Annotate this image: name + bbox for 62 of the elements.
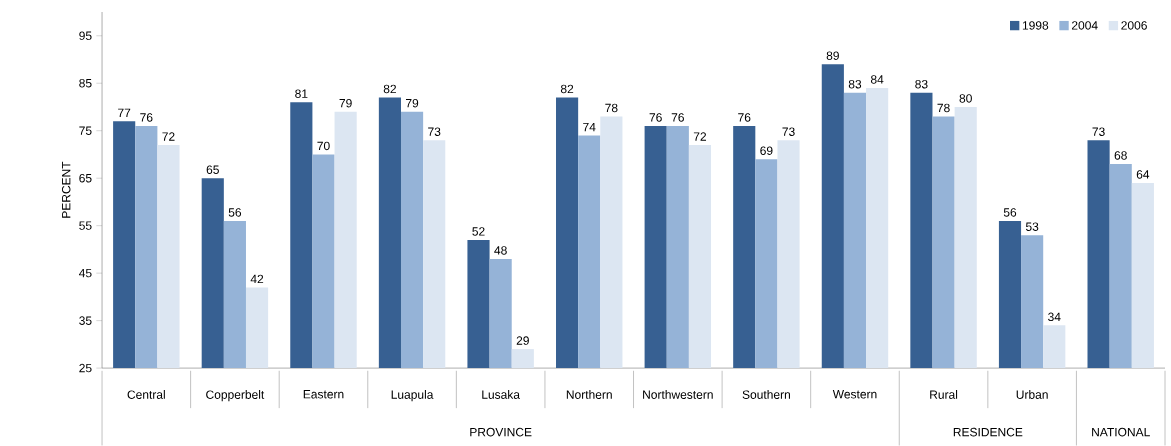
legend-label: 2004 (1071, 21, 1098, 30)
x-tick-label: Northwestern (643, 390, 713, 399)
data-label: 82 (383, 84, 396, 94)
x-tick-label: Urban (1016, 390, 1048, 399)
data-label: 56 (1003, 208, 1017, 217)
y-tick-label: 65 (79, 173, 92, 183)
data-label: 84 (870, 75, 884, 84)
y-tick-label: 75 (79, 126, 92, 135)
data-label: 72 (162, 132, 175, 141)
data-label: 89 (826, 51, 839, 60)
data-label: 76 (649, 113, 662, 122)
x-tick-label: Southern (742, 390, 790, 399)
x-tick-label: Central (127, 390, 165, 399)
y-axis-title: PERCENT (61, 161, 71, 218)
text: RESIDENCE (953, 427, 1023, 437)
data-label: 81 (295, 89, 308, 98)
x-tick-label: Lusaka (482, 390, 520, 399)
x-tick-label: Luapula (391, 390, 434, 402)
y-tick-label: 25 (79, 363, 92, 373)
legend-label: 2006 (1121, 21, 1147, 30)
data-label: 74 (583, 122, 596, 132)
text: PROVINCE (470, 427, 532, 437)
data-label: 73 (782, 127, 795, 136)
x-tick-label: Eastern (303, 390, 344, 399)
data-label: 64 (1136, 170, 1150, 179)
data-label: 83 (915, 79, 928, 89)
x-tick-label: Northern (566, 390, 612, 399)
y-tick-label: 35 (79, 316, 92, 325)
data-label: 53 (1025, 222, 1039, 231)
data-label: 69 (760, 146, 773, 155)
data-label: 83 (848, 79, 862, 89)
data-label: 76 (738, 113, 751, 122)
data-label: 29 (516, 336, 529, 345)
text: NATIONAL (1092, 427, 1150, 437)
x-tick-label: Western (832, 390, 877, 399)
data-label: 76 (140, 113, 153, 122)
data-label: 68 (1114, 151, 1127, 160)
y-tick-label: 45 (78, 268, 92, 278)
data-label: 77 (118, 108, 131, 117)
y-tick-label: 95 (79, 31, 92, 40)
data-label: 78 (937, 103, 950, 113)
data-label: 65 (206, 165, 219, 174)
data-label: 79 (339, 98, 352, 108)
data-label: 73 (428, 127, 441, 136)
data-label: 70 (317, 141, 330, 151)
data-label: 79 (406, 98, 419, 108)
data-label: 78 (605, 103, 618, 113)
data-label: 48 (494, 246, 507, 255)
data-label: 56 (228, 208, 242, 217)
x-tick-label: Copperbelt (206, 390, 265, 402)
y-tick-label: 55 (79, 221, 92, 230)
data-label: 80 (959, 94, 972, 103)
data-label: 34 (1048, 312, 1061, 322)
y-tick-label: 85 (79, 78, 92, 88)
data-label: 42 (250, 274, 264, 284)
data-label: 52 (472, 227, 485, 236)
data-label: 73 (1092, 127, 1105, 136)
data-label: 76 (671, 113, 684, 122)
data-label: 82 (560, 84, 574, 94)
legend-label: 1998 (1022, 21, 1049, 30)
x-tick-label: Rural (930, 390, 958, 399)
data-label: 72 (693, 132, 707, 141)
